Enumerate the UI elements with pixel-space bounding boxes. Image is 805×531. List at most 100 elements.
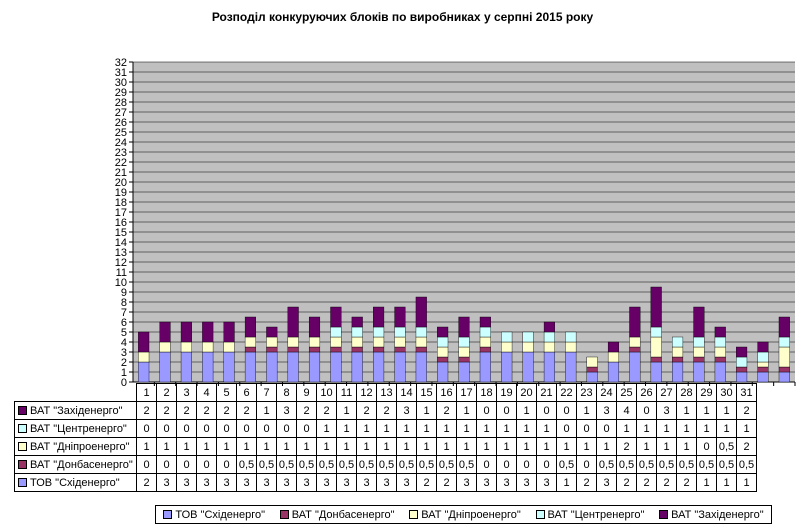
y-tick-label: 13 xyxy=(115,247,127,259)
bar-db-10 xyxy=(330,346,342,353)
table-cell: 0,5 xyxy=(416,455,437,474)
bar-dn-7 xyxy=(266,336,278,348)
category-label: 21 xyxy=(536,383,557,402)
y-tick-label: 22 xyxy=(115,157,127,169)
table-cell: 1 xyxy=(236,437,257,456)
legend-label: ВАТ "Дніпроенерго" xyxy=(421,508,521,521)
category-label: 24 xyxy=(596,383,617,402)
table-cell: 2 xyxy=(296,401,317,420)
table-cell: 1 xyxy=(636,419,657,438)
table-cell: 1 xyxy=(496,419,517,438)
y-tick-label: 24 xyxy=(115,137,127,149)
bar-dn-14 xyxy=(415,336,427,348)
bar-dn-21 xyxy=(565,341,577,353)
legend: ТОВ "Східенерго" ВАТ "Донбасенерго" ВАТ "Д… xyxy=(155,505,772,524)
table-cell: 0,5 xyxy=(636,455,657,474)
table-row-cn: ВАТ "Центренерго" 0 0 0 0 0 0 0 0 0 1 1 1 1 1 1 1 1 1 1 1 1 0 0… xyxy=(14,419,757,438)
bar-sx-22 xyxy=(586,371,598,383)
y-tick-label: 21 xyxy=(115,167,127,179)
table-cell: 1 xyxy=(336,401,357,420)
table-cell: 0,5 xyxy=(676,455,697,474)
table-cell: 1 xyxy=(696,419,717,438)
table-cell: 0,5 xyxy=(296,455,317,474)
table-row-categories: 1 2 3 4 5 6 7 8 9 10 11 12 13 14 15 16 17 18 19 20 21 22 23 24 2… xyxy=(15,383,757,402)
bar-db-28 xyxy=(714,356,726,363)
bar-db-17 xyxy=(479,346,491,353)
table-cell: 1 xyxy=(376,437,397,456)
table-cell: 2 xyxy=(636,473,657,492)
table-cell: 2 xyxy=(676,473,697,492)
table-cell: 0 xyxy=(176,419,197,438)
bar-sx-4 xyxy=(202,351,214,383)
bar-sx-21 xyxy=(565,351,577,383)
legend-item-db: ВАТ "Донбасенерго" xyxy=(279,509,395,521)
bar-cn-25 xyxy=(650,326,662,338)
series-name: ВАТ "Центренерго" xyxy=(30,422,127,435)
bar-dn-8 xyxy=(287,336,299,348)
legend-label: ВАТ "Центренерго" xyxy=(547,508,645,521)
table-cell: 0,5 xyxy=(716,437,737,456)
table-cell: 0,5 xyxy=(256,455,277,474)
table-cell: 0 xyxy=(276,419,297,438)
category-label: 30 xyxy=(716,383,737,402)
bar-dn-23 xyxy=(607,351,620,363)
bar-dn-6 xyxy=(244,336,256,348)
bar-sx-7 xyxy=(266,351,278,383)
table-cell: 1 xyxy=(356,437,377,456)
bar-sx-8 xyxy=(287,351,299,383)
table-cell: 3 xyxy=(656,401,677,420)
table-cell: 1 xyxy=(516,401,537,420)
table-cell: 1 xyxy=(516,419,537,438)
category-label: 9 xyxy=(296,383,317,402)
table-cell: 0 xyxy=(176,455,197,474)
y-tick-label: 14 xyxy=(115,237,127,249)
table-cell: 1 xyxy=(716,419,737,438)
table-cell: 3 xyxy=(316,473,337,492)
bar-zx-3 xyxy=(180,321,192,343)
table-cell: 0 xyxy=(256,419,277,438)
table-cell: 1 xyxy=(336,419,357,438)
y-tick-label: 9 xyxy=(121,287,127,299)
bar-db-13 xyxy=(394,346,406,353)
table-cell: 0 xyxy=(576,455,597,474)
table-cell: 0 xyxy=(576,419,597,438)
plot-area: 0123456789101112131415161718192021222324… xyxy=(115,57,796,389)
category-label: 2 xyxy=(156,383,177,402)
legend-item-cn: ВАТ "Центренерго" xyxy=(535,508,645,521)
table-cell: 2 xyxy=(176,401,197,420)
category-label: 5 xyxy=(216,383,237,402)
legend-item-zx: ВАТ "Західенерго" xyxy=(659,509,764,521)
table-cell: 1 xyxy=(496,437,517,456)
y-tick-label: 23 xyxy=(115,147,127,159)
table-cell: 3 xyxy=(256,473,277,492)
table-row-zx: ВАТ "Західенерго" 2 2 2 2 2 2 1 3 2 2 1 2 2 3 1 2 1 0 0 1 0 0 1… xyxy=(14,401,757,420)
category-label: 3 xyxy=(176,383,197,402)
table-cell: 1 xyxy=(176,437,197,456)
table-cell: 0,5 xyxy=(656,455,677,474)
table-cell: 2 xyxy=(196,401,217,420)
table-cell: 1 xyxy=(576,437,597,456)
bar-dn-18 xyxy=(501,341,513,353)
y-tick-label: 17 xyxy=(115,207,127,219)
table-cell: 0 xyxy=(536,455,557,474)
y-tick-label: 30 xyxy=(115,77,127,89)
series-name: ВАТ "Дніпроенерго" xyxy=(30,440,130,453)
table-cell: 1 xyxy=(156,437,177,456)
bar-zx-17 xyxy=(479,316,491,328)
bar-sx-3 xyxy=(180,351,192,383)
table-cell: 1 xyxy=(676,437,697,456)
bar-zx-13 xyxy=(394,306,406,328)
table-cell: 2 xyxy=(236,401,257,420)
bar-cn-26 xyxy=(672,336,684,348)
table-cell: 3 xyxy=(196,473,217,492)
table-cell: 3 xyxy=(476,473,497,492)
y-tick-label: 31 xyxy=(115,67,127,79)
table-cell: 1 xyxy=(476,419,497,438)
bar-cn-10 xyxy=(330,326,342,338)
y-tick-label: 10 xyxy=(115,277,127,289)
y-tick-label: 28 xyxy=(115,97,127,109)
series-name: ВАТ "Донбасенерго" xyxy=(30,458,133,471)
category-label: 26 xyxy=(636,383,657,402)
table-cell: 3 xyxy=(276,473,297,492)
table-cell: 1 xyxy=(736,419,757,438)
